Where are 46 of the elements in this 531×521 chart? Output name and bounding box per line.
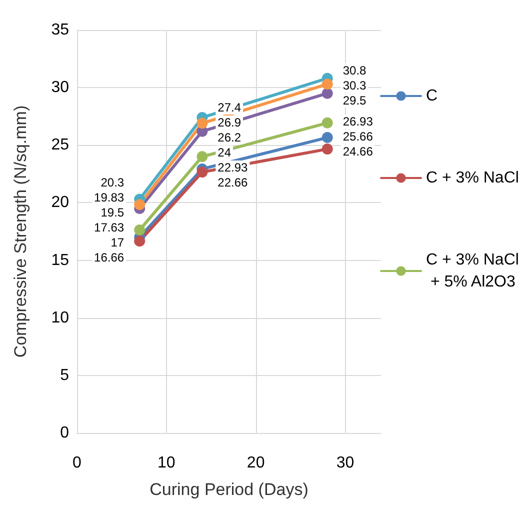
y-tick-label: 10 bbox=[51, 309, 70, 326]
point bbox=[196, 118, 208, 129]
data-label: 25.66 bbox=[342, 130, 374, 144]
data-label: 26.9 bbox=[218, 115, 242, 130]
data-label: 29.5 bbox=[342, 93, 367, 108]
y-tick-label: 15 bbox=[51, 252, 70, 269]
legend-label: C + 3% NaCl + 5% Al2O3 bbox=[426, 252, 519, 290]
data-label: 24.66 bbox=[342, 144, 374, 159]
y-tick-label: 25 bbox=[51, 136, 70, 154]
data-label: 27.4 bbox=[218, 100, 242, 114]
point bbox=[322, 132, 333, 144]
data-label: 26.2 bbox=[218, 130, 242, 144]
legend-label: C bbox=[426, 88, 438, 104]
y-tick-label: 35 bbox=[51, 22, 70, 38]
data-label: 24 bbox=[218, 145, 232, 160]
x-axis-title: Curing Period (Days) bbox=[150, 480, 308, 499]
point bbox=[134, 199, 146, 210]
data-label: 22.93 bbox=[218, 160, 248, 174]
y-axis-title: Compressive Strength (N/sq.mm) bbox=[11, 105, 30, 358]
data-label: 20.3 bbox=[100, 176, 124, 190]
point bbox=[322, 144, 333, 155]
y-tick-label: 5 bbox=[60, 366, 70, 384]
point bbox=[322, 117, 333, 128]
point bbox=[196, 166, 208, 178]
point bbox=[322, 88, 333, 99]
y-tick-label: 20 bbox=[51, 194, 70, 212]
point bbox=[322, 78, 333, 90]
point bbox=[134, 236, 146, 247]
x-tick-label: 0 bbox=[72, 454, 82, 472]
data-label: 22.66 bbox=[218, 175, 248, 190]
point bbox=[134, 224, 146, 236]
y-tick-label: 0 bbox=[60, 424, 70, 442]
x-tick-label: 20 bbox=[246, 454, 265, 472]
data-label: 30.3 bbox=[342, 78, 367, 92]
data-label: 30.8 bbox=[342, 63, 367, 78]
data-label: 19.83 bbox=[94, 190, 124, 205]
data-label: 26.93 bbox=[342, 114, 374, 129]
x-tick-label: 10 bbox=[158, 454, 176, 472]
data-label: 17 bbox=[110, 236, 124, 250]
data-label: 17.63 bbox=[94, 220, 124, 235]
data-label: 16.66 bbox=[94, 250, 124, 265]
data-label: 19.5 bbox=[100, 206, 124, 220]
legend-label: C + 3% NaCl bbox=[426, 170, 519, 186]
point bbox=[196, 151, 208, 162]
y-tick-label: 30 bbox=[51, 79, 70, 96]
x-tick-label: 30 bbox=[336, 454, 354, 472]
